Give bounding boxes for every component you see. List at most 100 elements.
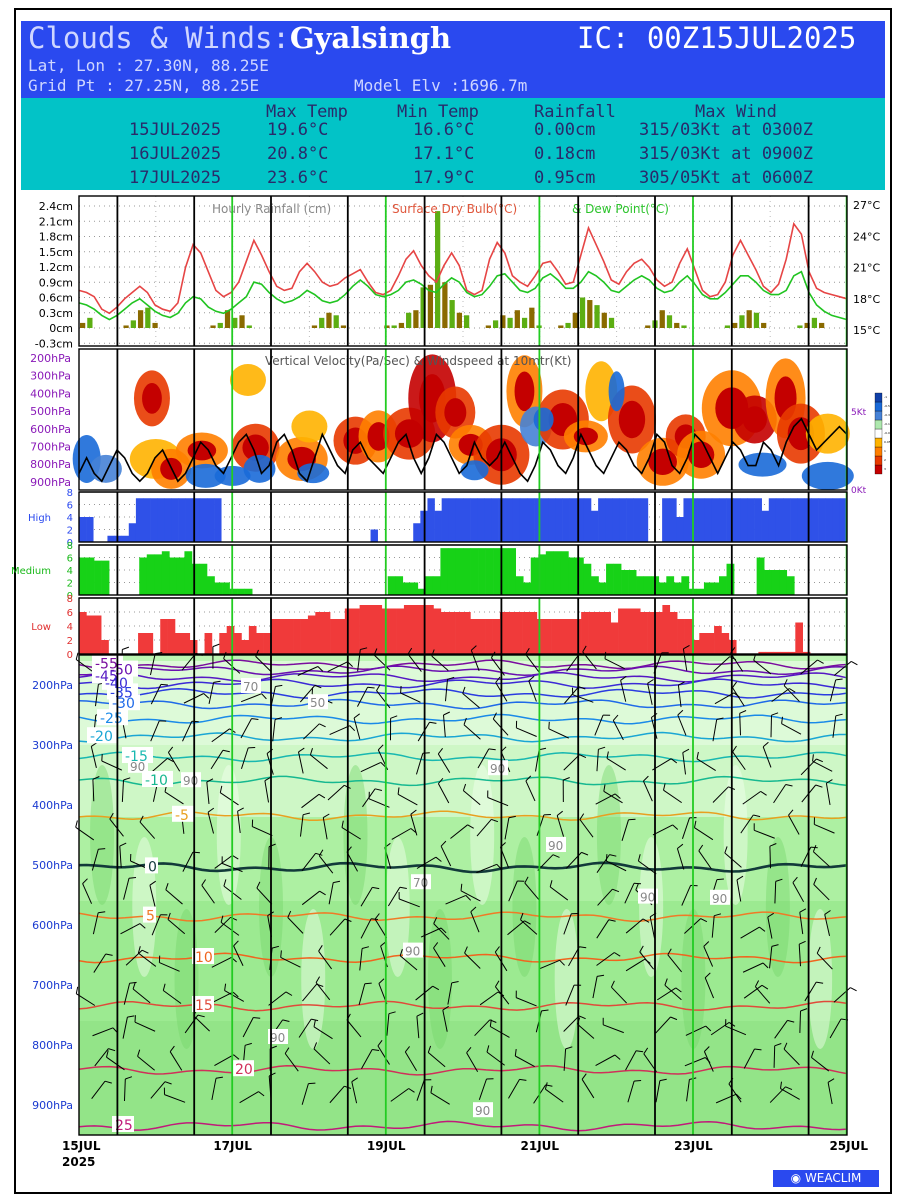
cloud-bar-medium — [410, 582, 419, 595]
cloud-bar-low — [226, 626, 235, 654]
wind-barb-feather — [372, 1049, 380, 1051]
grid-point: Grid Pt : 27.25N, 88.25E — [28, 76, 260, 95]
wind-barb-feather — [438, 777, 444, 784]
wind-barb-feather — [400, 685, 402, 694]
wind-barb-feather — [360, 647, 368, 650]
wind-barb — [732, 751, 746, 771]
rh-label-box — [403, 942, 423, 958]
cloud-bar-low — [499, 612, 508, 654]
cloud-bar-high — [633, 498, 642, 542]
wind-barb-feather — [810, 846, 818, 849]
wind-barb-feather — [442, 1005, 449, 1011]
cloud-bar-high — [690, 498, 698, 542]
row-max-wind: 305/05Kt at 0600Z — [639, 168, 813, 188]
cloud-bar-low — [374, 605, 383, 654]
isotherm-label-box — [143, 906, 156, 923]
cloud-bar-low — [765, 651, 774, 654]
wind-barb — [450, 824, 468, 839]
cloud-bar-high — [726, 498, 734, 542]
rh-contour-patch — [90, 765, 115, 905]
rain-bar — [732, 322, 738, 328]
vv-y-tick-label: 200hPa — [30, 352, 71, 365]
wind-barb-feather — [169, 1045, 175, 1052]
wind-barb — [652, 824, 673, 836]
cloud-bar-low — [544, 619, 552, 654]
cloud-bar-low — [787, 651, 796, 654]
cloud-bar-medium — [207, 576, 215, 595]
cloud-bar-medium — [568, 557, 577, 595]
wind-barb — [742, 962, 764, 973]
row-min-temp: 16.6°C — [413, 120, 475, 140]
cloud-bar-low — [418, 605, 427, 654]
cloud-bar-low — [559, 619, 567, 654]
wind-barb — [476, 863, 497, 874]
rain-bar — [529, 307, 535, 328]
wind-barb-feather — [203, 693, 210, 699]
wind-barb — [606, 860, 627, 872]
cloud-bar-low — [403, 605, 412, 654]
cloud-bar-high — [747, 498, 755, 542]
wind-barb-feather — [258, 1091, 265, 1097]
wind-barb — [528, 680, 537, 702]
cloud-panel-title-high: High — [28, 513, 51, 524]
rh-label-box — [710, 889, 730, 905]
rain-bar — [456, 312, 462, 328]
cloud-bar-low — [795, 622, 803, 654]
cloud-bar-medium — [395, 576, 404, 595]
isotherm-label: -15 — [125, 749, 148, 765]
isotherm-label-box — [172, 805, 194, 822]
cloud-bar-high — [455, 498, 464, 542]
rh-label-box — [268, 1029, 288, 1044]
wind-barb-feather — [128, 877, 137, 879]
cloud-bar-high — [79, 517, 87, 542]
col-rainfall: Rainfall — [534, 102, 616, 122]
cloud-bar-high — [783, 498, 791, 542]
wind-barb — [328, 882, 334, 905]
cloud-bar-medium — [658, 582, 667, 595]
cloud-bar-low — [455, 612, 464, 654]
thermo-y-tick-label: 200hPa — [32, 679, 73, 692]
wind-barb-feather — [407, 647, 413, 655]
wind-barb-feather — [319, 723, 326, 728]
wind-barb — [703, 946, 714, 967]
wind-barb-feather — [275, 684, 283, 687]
wind-barb-feather — [141, 949, 149, 954]
wind-barb-feather — [433, 942, 439, 949]
wind-barb-feather — [232, 991, 239, 998]
wind-barb-feather — [694, 820, 697, 828]
rh-label-box — [128, 757, 148, 773]
wind-barb-feather — [677, 709, 684, 716]
wind-barb — [214, 1054, 234, 1067]
wind-barb-feather — [826, 779, 833, 784]
wind-barb — [374, 918, 388, 939]
isotherm-label-box — [87, 727, 118, 744]
wind-barb-feather — [224, 983, 227, 991]
wind-barb-feather — [367, 686, 375, 689]
cloud-bar-medium — [94, 560, 102, 595]
wind-barb — [825, 783, 831, 806]
cloud-bar-high — [434, 510, 442, 542]
wind-barb-feather — [578, 686, 586, 690]
wind-barb-feather — [760, 790, 767, 796]
cloud-bar-low — [278, 619, 287, 654]
wind-barb-feather — [374, 788, 383, 791]
cloud-bar-high — [107, 535, 115, 542]
wind-barb-feather — [460, 883, 463, 891]
wind-barb-feather — [739, 710, 747, 714]
rain-bar — [435, 211, 441, 328]
cloud-bar-high — [527, 498, 535, 542]
cloud-bar-low — [514, 612, 523, 654]
wind-barb-feather — [643, 775, 649, 782]
cloud-y-tick-label: 6 — [67, 608, 73, 619]
rain-bar — [442, 282, 448, 328]
wind-barb-feather — [774, 1043, 782, 1047]
cloud-y-tick-label: 0 — [67, 538, 73, 549]
wind-barb-feather — [556, 810, 564, 816]
rh-label: 50 — [310, 696, 325, 710]
cloud-bar-low — [470, 619, 479, 654]
wind-barb-feather — [579, 754, 587, 759]
panel-border — [78, 195, 848, 347]
wind-barb — [346, 851, 358, 872]
wind-barb-feather — [467, 824, 474, 829]
wind-barb — [476, 819, 492, 837]
